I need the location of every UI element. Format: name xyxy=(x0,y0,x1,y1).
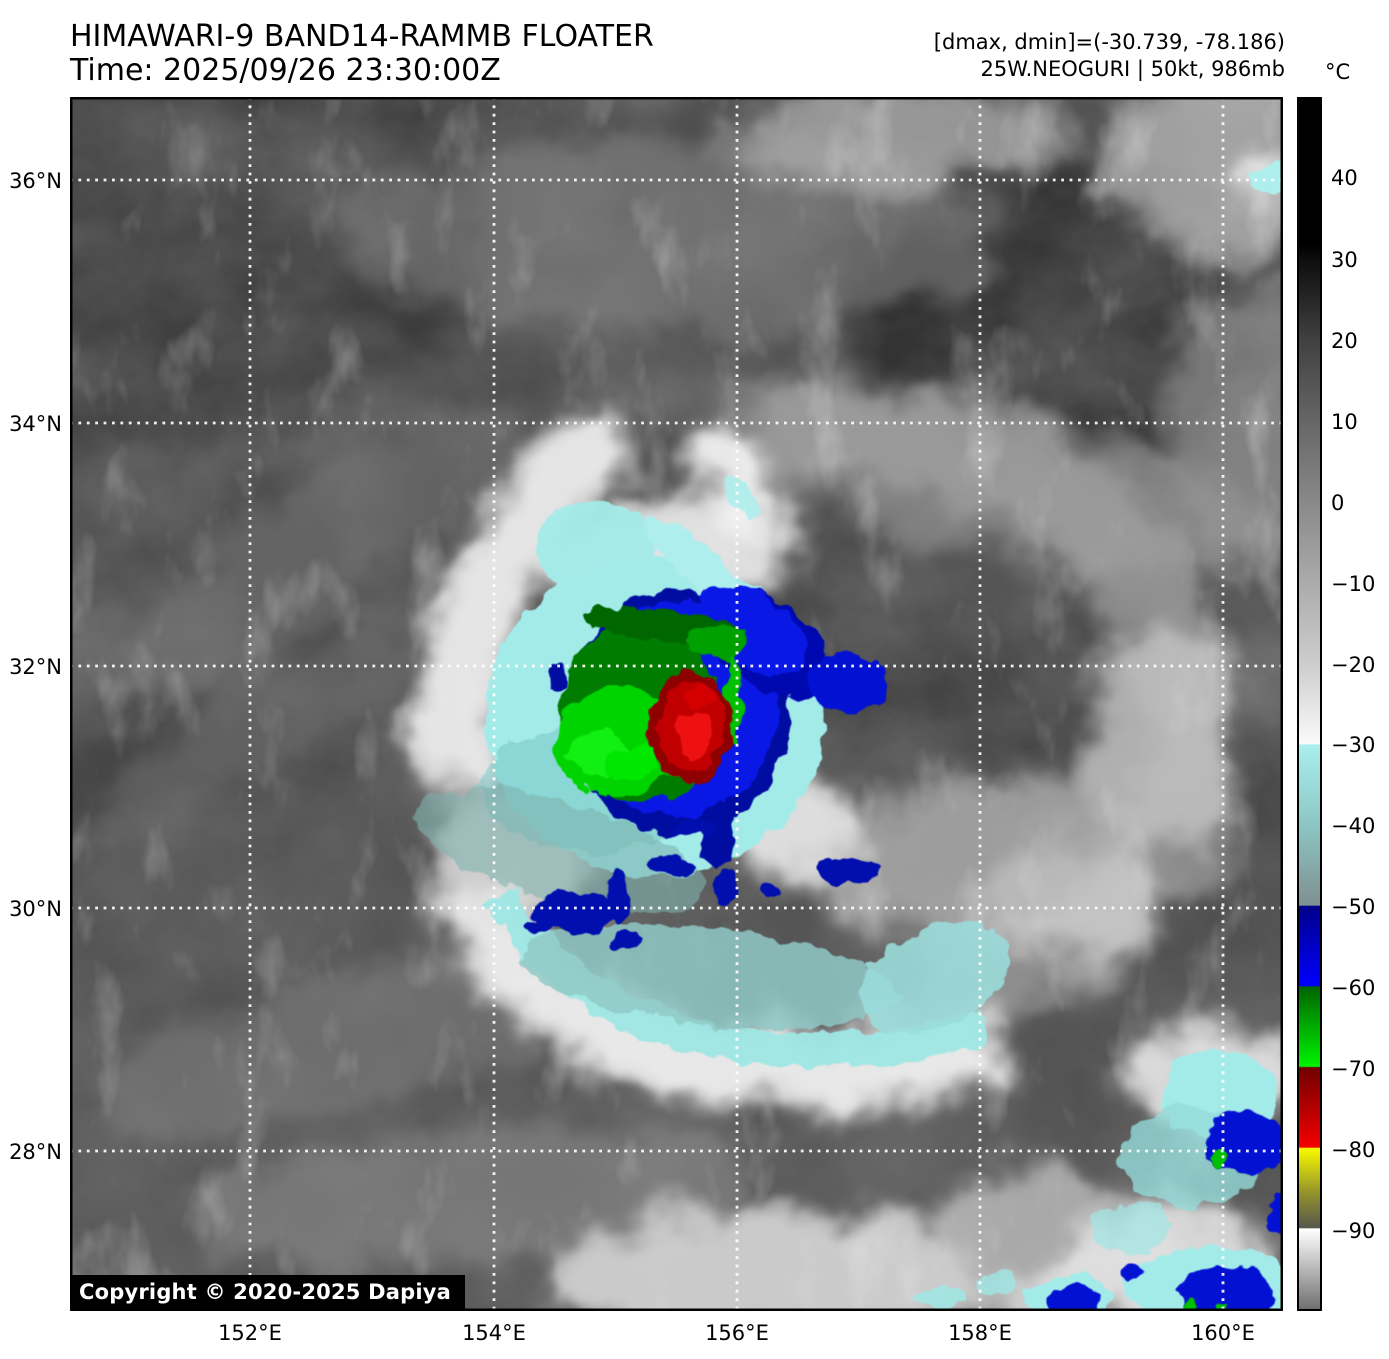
colorbar-tick-label: −90 xyxy=(1331,1219,1376,1243)
gridlines xyxy=(70,97,1283,1311)
colorbar-tick-label: 30 xyxy=(1331,248,1358,272)
lat-tick-label: 34°N xyxy=(9,412,62,436)
figure-annotations: [dmax, dmin]=(-30.739, -78.186) 25W.NEOG… xyxy=(934,29,1285,83)
colorbar-tick-label: −50 xyxy=(1331,895,1376,919)
colorbar xyxy=(1297,97,1322,1311)
colorbar-unit-label: °C xyxy=(1325,60,1351,84)
lat-tick-label: 28°N xyxy=(9,1140,62,1164)
lon-tick-label: 152°E xyxy=(218,1321,282,1345)
lon-tick-label: 156°E xyxy=(705,1321,769,1345)
colorbar-tick-label: −80 xyxy=(1331,1138,1376,1162)
colorbar-tick-label: −40 xyxy=(1331,814,1376,838)
lon-tick-label: 154°E xyxy=(462,1321,526,1345)
storm-label: 25W.NEOGURI | 50kt, 986mb xyxy=(980,57,1285,81)
lon-tick-label: 158°E xyxy=(948,1321,1012,1345)
figure-title: HIMAWARI-9 BAND14-RAMMB FLOATER xyxy=(70,19,654,54)
colorbar-tick-label: −70 xyxy=(1331,1057,1376,1081)
copyright-label: Copyright © 2020-2025 Dapiya xyxy=(70,1275,465,1311)
figure-time-label: Time: 2025/09/26 23:30:00Z xyxy=(70,53,501,88)
colorbar-tick-label: −20 xyxy=(1331,653,1376,677)
lat-tick-label: 32°N xyxy=(9,655,62,679)
red-cold-cloud-core xyxy=(648,672,732,782)
colorbar-tick-label: 20 xyxy=(1331,329,1358,353)
colorbar-tick-label: 40 xyxy=(1331,166,1358,190)
lon-tick-label: 160°E xyxy=(1191,1321,1255,1345)
range-label: [dmax, dmin]=(-30.739, -78.186) xyxy=(933,30,1285,54)
lat-tick-label: 30°N xyxy=(9,897,62,921)
lat-tick-label: 36°N xyxy=(9,169,62,193)
colorbar-tick-label: −10 xyxy=(1331,572,1376,596)
map-frame xyxy=(70,97,1283,1311)
colorbar-tick-label: −60 xyxy=(1331,976,1376,1000)
colorbar-tick-label: 0 xyxy=(1331,491,1345,515)
satellite-map: Copyright © 2020-2025 Dapiya xyxy=(70,97,1283,1311)
satellite-scene xyxy=(70,97,1283,1311)
figure-header: HIMAWARI-9 BAND14-RAMMB FLOATER Time: 20… xyxy=(70,20,654,88)
colorbar-tick-label: 10 xyxy=(1331,410,1358,434)
colorbar-tick-label: −30 xyxy=(1331,733,1376,757)
